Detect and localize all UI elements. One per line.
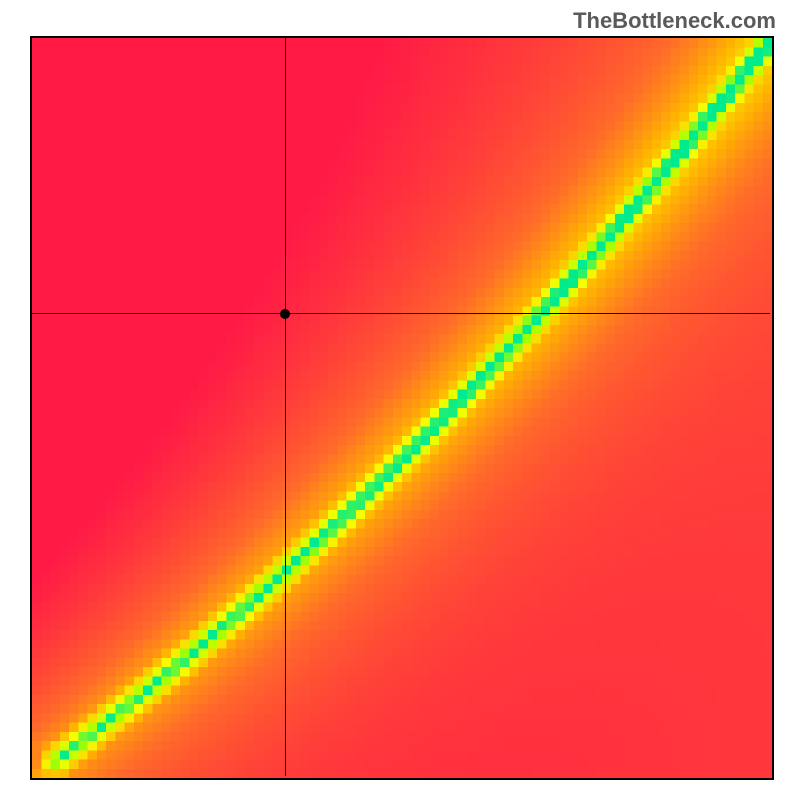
- chart-container: TheBottleneck.com: [0, 0, 800, 800]
- bottleneck-heatmap: [30, 36, 774, 780]
- crosshair-vertical-line: [285, 36, 286, 776]
- crosshair-horizontal-line: [30, 313, 770, 314]
- watermark-text: TheBottleneck.com: [573, 8, 776, 34]
- crosshair-marker-dot: [280, 309, 290, 319]
